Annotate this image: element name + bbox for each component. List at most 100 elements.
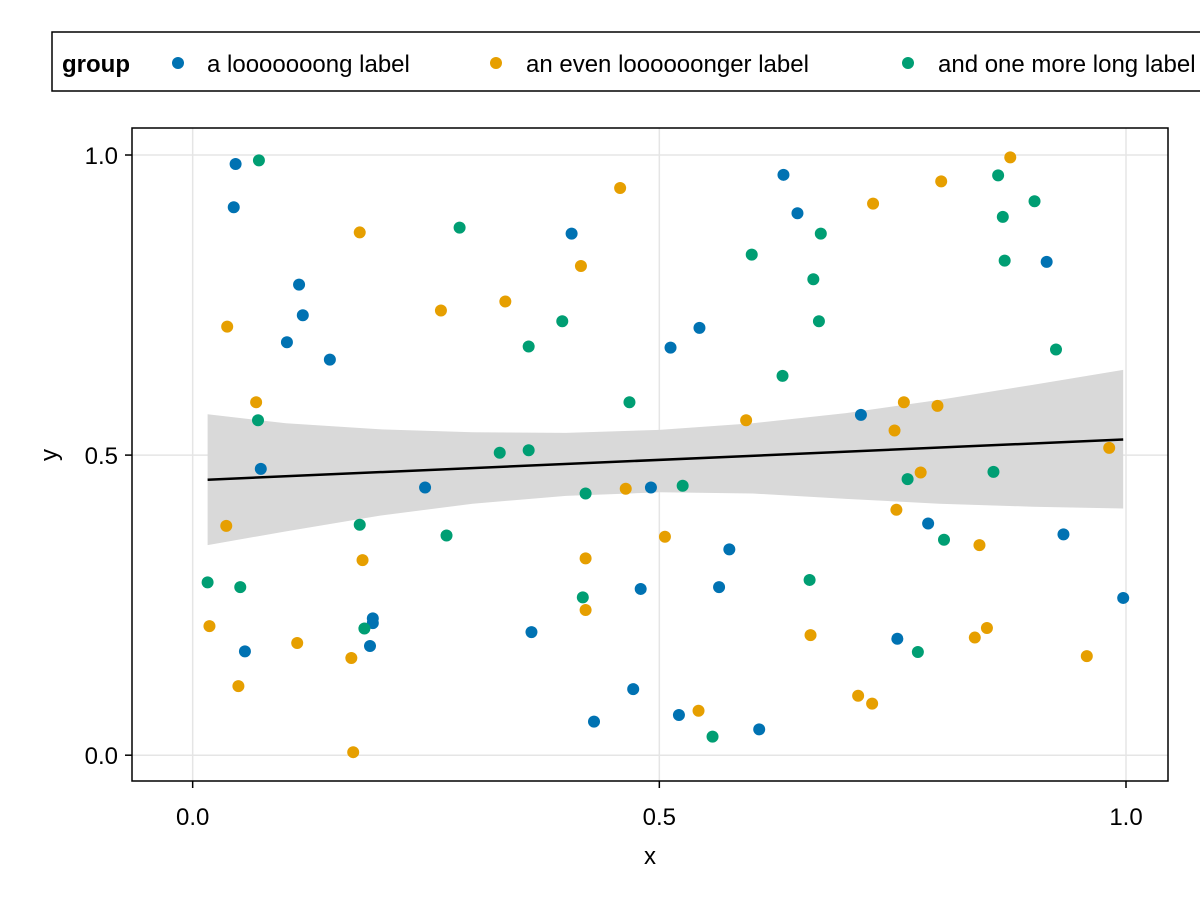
point-a-11 <box>238 645 251 658</box>
point-c-29 <box>1028 195 1041 208</box>
point-a-25 <box>854 408 867 421</box>
x-axis: 0.0 0.5 1.0 <box>176 781 1143 831</box>
x-tick-label-1: 0.5 <box>643 804 676 831</box>
point-b-7 <box>356 554 369 567</box>
point-a-26 <box>891 632 904 645</box>
point-a-19 <box>672 708 685 721</box>
point-a-24 <box>791 207 804 220</box>
point-b-27 <box>914 466 927 479</box>
point-a-13 <box>525 626 538 639</box>
y-axis: 0.0 0.5 1.0 <box>85 143 132 770</box>
point-c-21 <box>814 227 827 240</box>
point-b-5 <box>291 636 304 649</box>
point-c-13 <box>576 591 589 604</box>
point-c-15 <box>676 479 689 492</box>
point-a-31 <box>627 683 640 696</box>
point-b-13 <box>574 260 587 273</box>
point-c-30 <box>1050 343 1062 356</box>
y-tick-label-2: 1.0 <box>85 143 118 170</box>
legend: group a looooooong label an even loooooo… <box>51 31 1200 92</box>
point-b-28 <box>931 399 944 412</box>
point-b-25 <box>888 424 901 437</box>
point-a-15 <box>634 582 647 595</box>
point-b-30 <box>973 539 986 552</box>
point-c-20 <box>812 315 825 328</box>
y-tick-label-1: 0.5 <box>85 443 118 470</box>
point-b-20 <box>804 629 817 642</box>
point-a-18 <box>693 321 706 334</box>
point-c-4 <box>353 518 366 531</box>
point-a-5 <box>323 353 336 366</box>
point-a-10 <box>364 639 376 652</box>
point-b-24 <box>897 396 910 409</box>
point-a-28 <box>1040 255 1053 268</box>
point-c-18 <box>776 369 789 382</box>
x-axis-label: x <box>644 843 656 870</box>
point-b-32 <box>980 621 993 634</box>
point-a-6 <box>254 462 267 475</box>
point-b-9 <box>347 746 360 759</box>
point-c-1 <box>252 414 264 427</box>
point-c-22 <box>803 573 816 586</box>
point-a-0 <box>229 158 242 171</box>
legend-marker-c <box>902 57 914 69</box>
point-c-23 <box>901 473 914 486</box>
point-c-17 <box>745 248 758 261</box>
point-a-30 <box>1117 591 1130 604</box>
point-b-17 <box>658 530 671 543</box>
point-a-21 <box>723 543 736 556</box>
point-c-27 <box>996 210 1009 223</box>
x-tick-label-2: 1.0 <box>1109 804 1142 831</box>
legend-title: group <box>62 51 130 78</box>
point-c-10 <box>522 340 535 353</box>
legend-entry-c: and one more long label <box>938 51 1196 78</box>
point-a-17 <box>664 341 677 354</box>
point-b-10 <box>434 304 447 317</box>
legend-marker-a <box>172 57 184 69</box>
plot-area <box>131 127 1169 782</box>
point-a-20 <box>713 581 726 594</box>
point-c-12 <box>579 487 592 500</box>
point-b-21 <box>852 689 865 702</box>
point-c-25 <box>911 645 924 658</box>
point-b-34 <box>1080 650 1093 663</box>
point-b-18 <box>692 704 705 717</box>
point-a-1 <box>227 201 240 214</box>
point-b-15 <box>579 603 592 616</box>
point-a-27 <box>922 517 935 530</box>
point-c-6 <box>453 221 466 234</box>
point-a-7 <box>419 481 432 494</box>
x-tick-label-0: 0.0 <box>176 804 209 831</box>
point-c-26 <box>992 169 1005 182</box>
point-a-23 <box>777 168 790 181</box>
point-a-12 <box>565 227 578 240</box>
legend-entry-a: a looooooong label <box>207 51 410 78</box>
point-b-4 <box>232 680 245 693</box>
y-axis-label: y <box>36 449 63 461</box>
point-b-11 <box>499 295 512 308</box>
scatter-points <box>201 151 1130 759</box>
point-a-4 <box>280 336 293 349</box>
point-c-3 <box>234 581 247 594</box>
point-a-14 <box>588 715 600 728</box>
point-b-6 <box>353 226 366 239</box>
legend-marker-b <box>490 57 502 69</box>
point-c-5 <box>358 622 371 635</box>
point-b-35 <box>1103 441 1116 454</box>
point-b-8 <box>345 651 358 664</box>
point-c-2 <box>201 576 214 589</box>
point-b-14 <box>579 552 592 565</box>
point-c-28 <box>998 254 1011 267</box>
point-c-31 <box>987 465 1000 478</box>
point-a-2 <box>293 278 306 291</box>
point-b-31 <box>968 631 981 644</box>
point-b-26 <box>890 503 903 516</box>
point-c-14 <box>623 396 636 409</box>
point-b-12 <box>614 182 627 195</box>
point-b-3 <box>203 620 216 633</box>
point-a-29 <box>1057 528 1070 541</box>
point-c-9 <box>522 444 535 457</box>
confidence-band <box>207 369 1124 546</box>
legend-frame <box>51 31 1200 92</box>
